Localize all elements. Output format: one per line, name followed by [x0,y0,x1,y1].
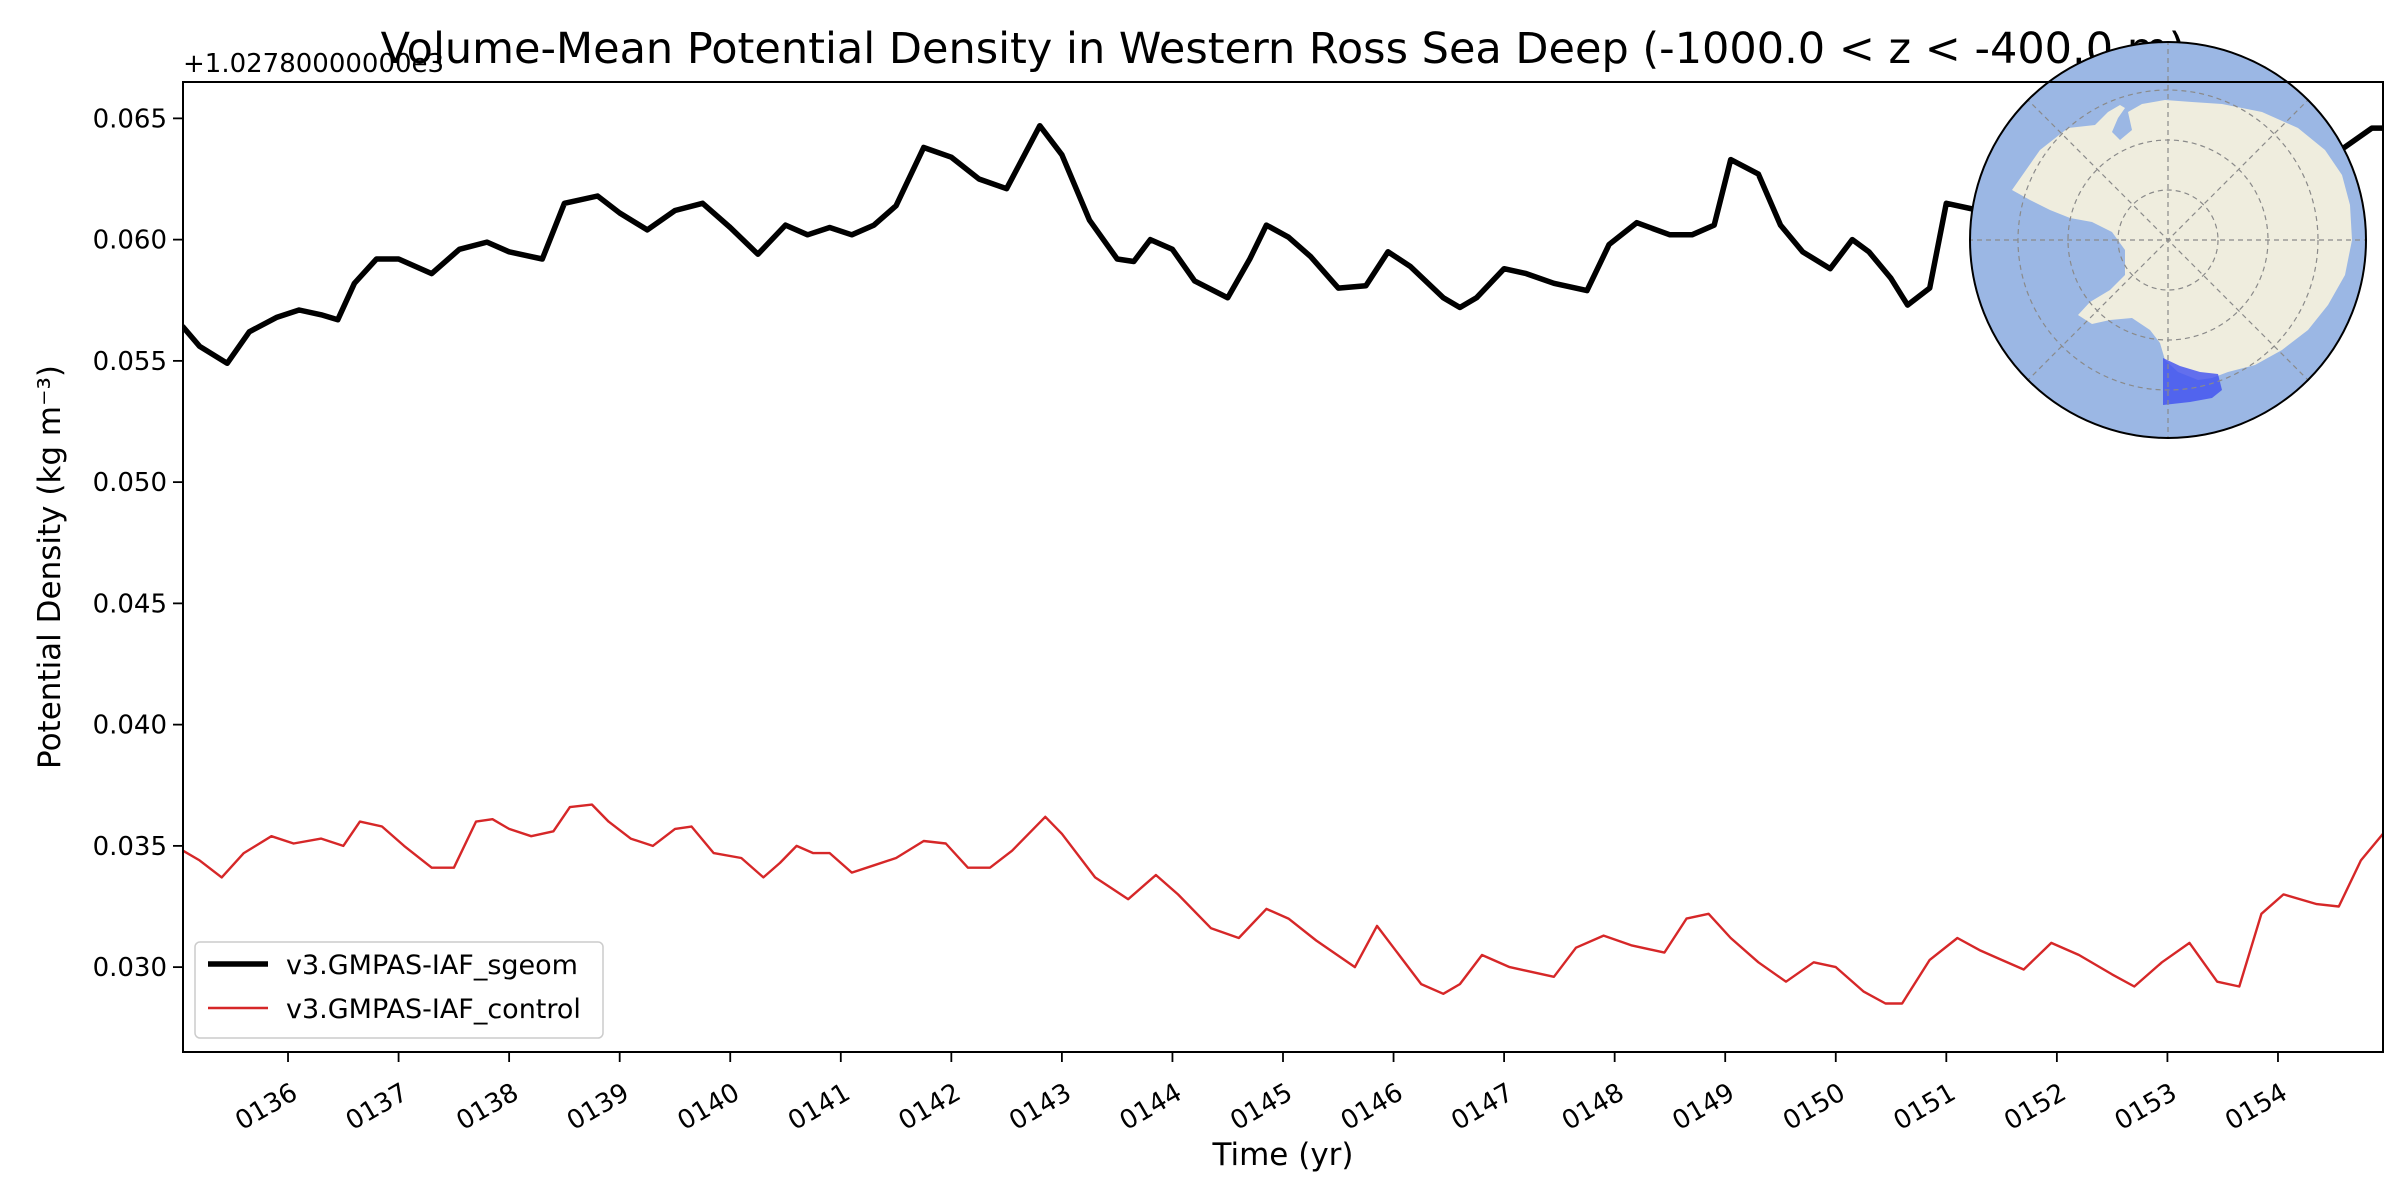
y-tick-label: 0.055 [93,347,167,377]
legend-label-control: v3.GMPAS-IAF_control [286,994,581,1025]
plot-frame [182,81,2384,1053]
y-tick-label: 0.030 [93,953,167,983]
x-tick-label: 0149 [1668,1078,1740,1137]
x-tick-label: 0153 [2110,1078,2182,1137]
y-axis-ticks: 0.030 0.035 0.040 0.045 0.050 0.055 0.060 0.065 [93,104,183,983]
x-tick-label: 0148 [1557,1078,1629,1137]
x-tick-label: 0151 [1889,1078,1961,1137]
legend-box [194,941,604,1039]
series-line-1 [183,803,2383,1005]
chart-title: Volume-Mean Potential Density in Western… [381,24,2186,74]
y-tick-label: 0.040 [93,711,167,741]
inset-map [1969,41,2367,439]
map-border [1969,41,2367,439]
x-tick-label: 0150 [1778,1078,1850,1137]
x-tick-label: 0152 [1999,1078,2071,1137]
map-graticule [1970,42,2366,438]
y-tick-label: 0.045 [93,589,167,619]
y-axis-offset-text: +1.02780000000e3 [183,49,444,79]
y-tick-label: 0.060 [93,226,167,256]
legend-label-sgeom: v3.GMPAS-IAF_sgeom [286,950,578,981]
x-tick-label: 0140 [673,1078,745,1137]
y-axis-label: Potential Density (kg m⁻³) [32,365,68,769]
x-tick-label: 0141 [783,1078,855,1137]
x-tick-label: 0146 [1336,1078,1408,1137]
x-tick-label: 0142 [894,1078,966,1137]
x-tick-label: 0145 [1225,1078,1297,1137]
y-tick-label: 0.065 [93,104,167,134]
map-western-ross-sea-region [2163,358,2222,405]
x-axis-label: Time (yr) [1212,1137,1354,1173]
y-tick-label: 0.050 [93,468,167,498]
x-tick-label: 0143 [1004,1078,1076,1137]
x-tick-label: 0137 [341,1078,413,1137]
x-tick-label: 0138 [451,1078,523,1137]
x-tick-label: 0136 [230,1078,302,1137]
x-axis-ticks: 0136 0137 0138 0139 0140 0141 0142 0143 0144 0145… [230,1052,2293,1137]
x-tick-label: 0154 [2220,1078,2292,1137]
legend: v3.GMPAS-IAF_sgeom v3.GMPAS-IAF_control [194,941,604,1039]
x-tick-label: 0147 [1446,1078,1518,1137]
x-tick-label: 0144 [1115,1078,1187,1137]
y-tick-label: 0.035 [93,832,167,862]
x-tick-label: 0139 [562,1078,634,1137]
